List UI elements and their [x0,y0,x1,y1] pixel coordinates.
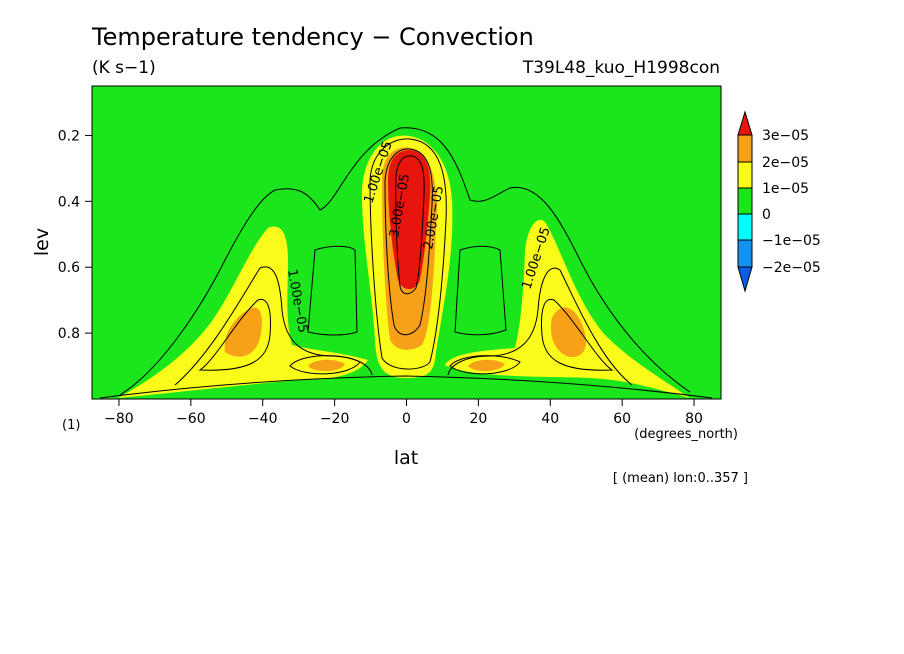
colorbar-box-orange [737,134,753,163]
colorbar: 3e−05 2e−05 1e−05 0 −1e−05 −2e−05 [737,110,821,293]
x-axis-ticks: −80 −60 −40 −20 0 20 40 60 80 [104,399,703,427]
y-tick-label: 0.8 [58,326,80,342]
contour-line-low-south [289,355,361,375]
y-tick-label: 0.4 [58,194,80,210]
orange-region-north-mid [550,307,586,358]
colorbar-top-triangle [737,110,753,136]
x-tick-label: −80 [104,411,134,427]
x-tick-label: 20 [469,411,487,427]
colorbar-label-0: 0 [762,207,771,223]
contour-lines [99,127,713,399]
chart-experiment: T39L48_kuo_H1998con [522,58,720,78]
contour-line-outer [119,127,691,396]
x-tick-label: 0 [402,411,411,427]
colorbar-box-green [737,187,753,215]
contour-line-mid-north [447,267,633,386]
y-tick-label: 0.2 [58,128,80,144]
colorbar-box-cyan [737,213,753,241]
x-axis-units: (degrees_north) [634,427,738,442]
contour-line-south-inner [198,298,271,371]
colorbar-label-3e-05: 3e−05 [762,128,809,144]
contour-line-equator-1 [369,138,447,370]
y-tick-label: 0.6 [58,260,80,276]
x-tick-label: −60 [176,411,206,427]
colorbar-label-2e-05: 2e−05 [762,155,809,171]
red-fill-region [388,150,431,289]
colorbar-label-1e-05: 1e−05 [762,181,809,197]
yellow-region-south [118,226,368,398]
contour-line-low-north [449,355,521,375]
contour-line-equator-3 [395,155,425,295]
colorbar-label-neg-2e-05: −2e−05 [762,260,821,276]
chart-units: (K s−1) [92,58,156,78]
x-tick-label: −20 [320,411,350,427]
x-tick-label: 40 [541,411,559,427]
contour-line-equator-2 [384,148,433,336]
y-axis-label: lev [31,228,53,256]
colorbar-box-yellow [737,161,753,189]
x-tick-label: 60 [613,411,631,427]
contour-line-surface [99,375,713,399]
colorbar-box-blue [737,239,753,268]
colorbar-bottom-triangle [737,266,753,293]
contour-line-north-inner [541,298,614,371]
contour-line-south-box [307,245,358,336]
x-tick-label: −40 [248,411,278,427]
contour-line-north-box [454,245,507,336]
plot-area: 1.00e−05 3.00e−05 2.00e−05 1.00e−05 1.00… [91,85,722,400]
orange-region-south-mid [224,307,262,357]
y-axis-units: (1) [62,418,80,433]
x-tick-label: 80 [685,411,703,427]
orange-region-north-low [468,359,505,372]
orange-region-south-low [308,359,345,372]
y-axis-ticks: 0.2 0.4 0.6 0.8 [58,128,92,342]
colorbar-label-neg-1e-05: −1e−05 [762,233,821,249]
chart-title: Temperature tendency − Convection [91,23,534,51]
x-axis-label: lat [394,447,418,469]
mean-footnote: [ (mean) lon:0..357 ] [613,471,748,486]
